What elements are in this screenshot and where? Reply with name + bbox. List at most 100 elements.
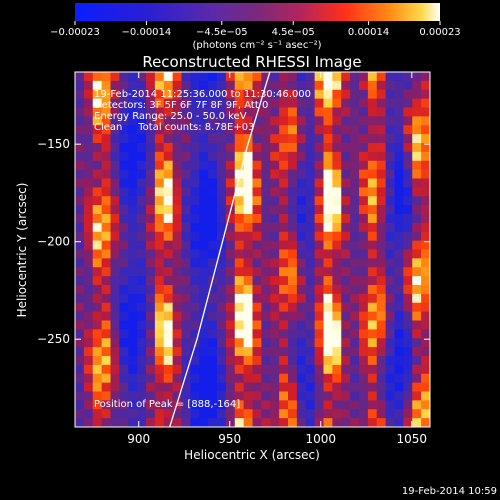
heatmap-cell — [225, 276, 236, 286]
heatmap-cell — [323, 320, 333, 330]
heatmap-cell — [314, 418, 324, 427]
heatmap-cell — [421, 418, 430, 427]
heatmap-cell — [323, 364, 333, 375]
heatmap-cell — [332, 80, 342, 91]
heatmap-cell — [394, 125, 404, 135]
heatmap-cell — [288, 400, 298, 410]
heatmap-cell — [208, 143, 218, 153]
y-tick-label: −200 — [37, 235, 70, 249]
heatmap-cell — [314, 214, 324, 224]
heatmap-cell — [163, 125, 174, 135]
heatmap-cell — [261, 151, 271, 162]
colorbar-tick-label: 0.00023 — [419, 27, 460, 38]
heatmap-cell — [199, 320, 209, 330]
heatmap-cell — [385, 285, 395, 295]
heatmap-cell — [350, 151, 360, 162]
heatmap-cell — [288, 80, 298, 91]
heatmap-cell — [270, 98, 280, 108]
heatmap-cell — [412, 267, 422, 277]
heatmap-cell — [305, 320, 316, 330]
heatmap-cell — [305, 107, 316, 117]
heatmap-cell — [163, 258, 174, 268]
heatmap-cell — [350, 205, 360, 215]
heatmap-cell — [394, 311, 404, 321]
heatmap-cell — [190, 391, 200, 401]
heatmap-cell — [128, 329, 138, 339]
heatmap-cell — [385, 338, 395, 348]
solar-limb-curve — [169, 72, 271, 427]
heatmap-cell — [394, 72, 404, 82]
heatmap-cell — [252, 373, 262, 384]
heatmap-cell — [217, 285, 227, 295]
heatmap-cell — [172, 249, 182, 259]
heatmap-cell — [385, 80, 395, 91]
heatmap-cell — [128, 293, 138, 304]
heatmap-cell — [217, 169, 227, 179]
heatmap-cell — [270, 134, 280, 144]
heatmap-cell — [367, 178, 378, 188]
heatmap-cell — [359, 364, 369, 375]
heatmap-cell — [199, 364, 209, 375]
heatmap-cell — [217, 72, 227, 82]
heatmap-cell — [332, 143, 342, 153]
heatmap-cell — [261, 125, 271, 135]
heatmap-cell — [128, 205, 138, 215]
heatmap-cell — [75, 267, 85, 277]
heatmap-cell — [341, 80, 351, 91]
y-tick-label: −250 — [37, 332, 70, 346]
heatmap-cell — [270, 338, 280, 348]
heatmap-cell — [181, 187, 191, 197]
heatmap-cell — [243, 329, 253, 339]
heatmap-cell — [279, 214, 289, 224]
heatmap-cell — [217, 143, 227, 153]
heatmap-cell — [385, 400, 395, 410]
heatmap-cell — [146, 382, 156, 392]
heatmap-cell — [234, 400, 245, 410]
heatmap-cell — [119, 249, 129, 259]
heatmap-cell — [208, 72, 218, 82]
colorbar-unit-label: (photons cm⁻² s⁻¹ asec⁻²) — [192, 40, 321, 51]
heatmap-cell — [225, 178, 236, 188]
heatmap-cell — [421, 356, 430, 366]
heatmap-cell — [110, 329, 120, 339]
heatmap-cell — [190, 214, 200, 224]
heatmap-cell — [163, 222, 174, 233]
heatmap-cell — [119, 258, 129, 268]
heatmap-cell — [323, 116, 333, 126]
heatmap-cell — [110, 293, 120, 304]
heatmap-cell — [75, 89, 85, 100]
heatmap-cell — [367, 293, 378, 304]
heatmap-cell — [403, 187, 413, 197]
heatmap-cell — [403, 373, 413, 384]
heatmap-cell — [314, 187, 324, 197]
heatmap-cell — [270, 151, 280, 162]
heatmap-cell — [394, 364, 404, 375]
heatmap-cell — [296, 98, 307, 108]
heatmap-cell — [350, 116, 360, 126]
heatmap-cell — [110, 89, 120, 100]
heatmap-cell — [376, 276, 387, 286]
heatmap-cell — [412, 116, 422, 126]
heatmap-cell — [137, 320, 147, 330]
heatmap-cell — [154, 311, 165, 321]
heatmap-cell — [154, 249, 165, 259]
heatmap-cell — [146, 356, 156, 366]
heatmap-cell — [217, 134, 227, 144]
colorbar-tick-label: −0.00014 — [122, 27, 172, 38]
heatmap-cell — [243, 107, 253, 117]
heatmap-cell — [217, 329, 227, 339]
heatmap-cell — [270, 214, 280, 224]
heatmap-cell — [101, 338, 111, 348]
heatmap-cell — [119, 347, 129, 357]
heatmap-cell — [137, 347, 147, 357]
heatmap-cell — [288, 329, 298, 339]
heatmap-cell — [261, 418, 271, 427]
heatmap-cell — [128, 107, 138, 117]
heatmap-cell — [128, 320, 138, 330]
heatmap-cell — [394, 302, 404, 313]
heatmap-cell — [376, 151, 387, 162]
heatmap-cell — [288, 169, 298, 179]
heatmap-cell — [403, 391, 413, 401]
heatmap-cell — [199, 134, 209, 144]
heatmap-cell — [243, 160, 253, 171]
